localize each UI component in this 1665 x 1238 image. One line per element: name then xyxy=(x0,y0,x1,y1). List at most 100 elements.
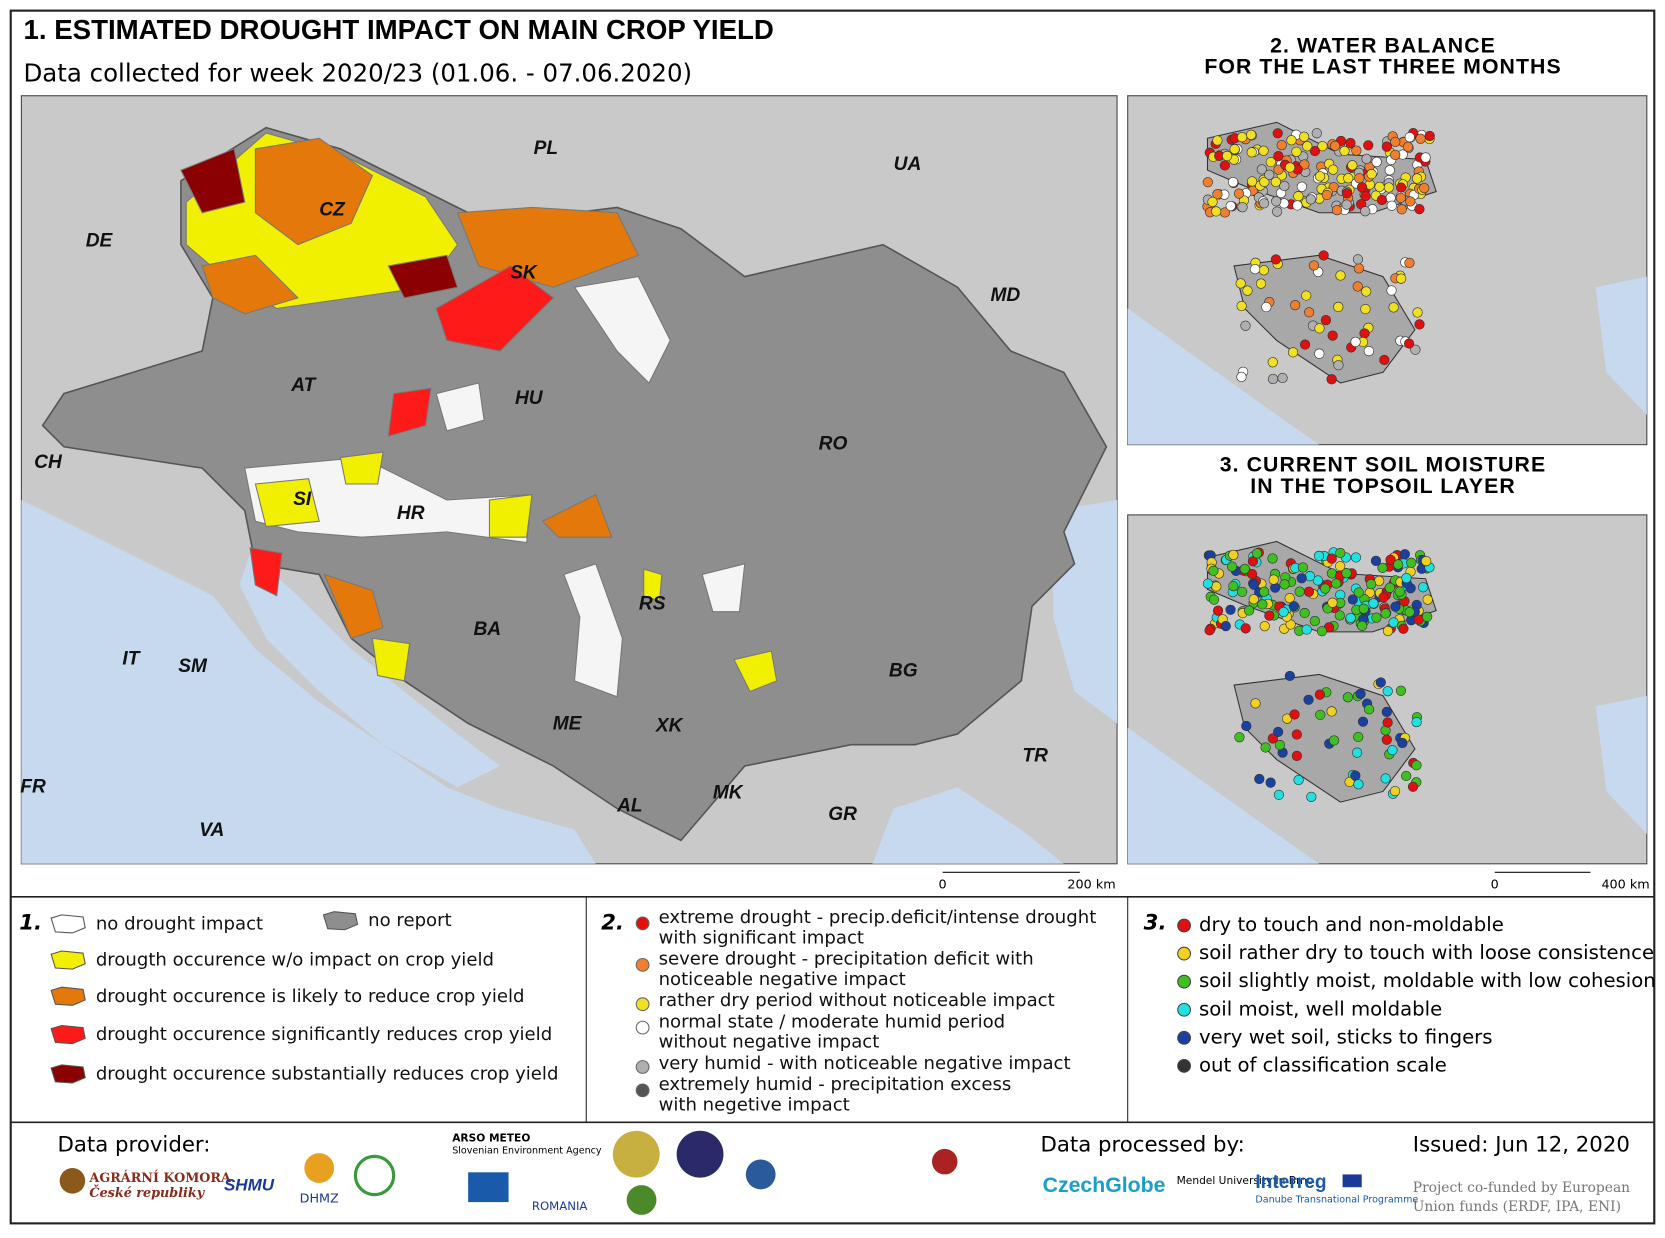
station-dot xyxy=(1376,194,1388,206)
station-dot xyxy=(1378,592,1389,603)
legend-text: drougth occurence w/o impact on crop yie… xyxy=(96,950,494,971)
region-yellow xyxy=(254,478,320,528)
legend-text: no drought impact xyxy=(96,913,263,934)
station-dot xyxy=(1353,587,1364,598)
station-dot xyxy=(1246,176,1258,187)
station-dot xyxy=(1237,202,1248,213)
station-dot xyxy=(1254,773,1265,785)
station-dot xyxy=(1271,196,1282,207)
country-label: BA xyxy=(473,619,501,640)
station-dot xyxy=(1212,189,1223,200)
aegean xyxy=(872,787,1064,864)
station-dot xyxy=(1411,716,1422,728)
country-label: FR xyxy=(20,776,46,797)
map-title: 2. WATER BALANCE xyxy=(1270,33,1496,57)
study-area xyxy=(41,126,1108,842)
country-label: AL xyxy=(616,795,643,816)
region-yellow xyxy=(371,637,411,682)
station-dot xyxy=(1406,557,1417,568)
station-dot xyxy=(1241,720,1252,732)
station-dot xyxy=(1360,206,1371,217)
map-title: IN THE TOPSOIL LAYER xyxy=(1250,474,1516,498)
region-darkred xyxy=(180,148,246,214)
legend-swatch xyxy=(50,1064,86,1084)
station-dot xyxy=(1291,146,1302,157)
station-dot xyxy=(1314,323,1325,334)
station-dot xyxy=(1341,568,1352,579)
station-dot xyxy=(1335,561,1346,572)
station-dot xyxy=(1317,141,1328,152)
station-dot xyxy=(1228,580,1239,592)
legend-number: 2. xyxy=(601,910,624,935)
legend-text: drought occurence is likely to reduce cr… xyxy=(96,986,525,1007)
station-dot xyxy=(1404,132,1415,143)
station-dot xyxy=(1347,594,1358,605)
station-dot xyxy=(1259,586,1270,597)
station-dot xyxy=(1381,706,1392,717)
station-dot xyxy=(1222,150,1233,162)
station-dot xyxy=(1382,625,1394,637)
station-dot xyxy=(1219,160,1230,171)
station-dot xyxy=(1404,257,1415,268)
legend-text: drought occurence significantly reduces … xyxy=(96,1024,552,1045)
station-dot xyxy=(1290,300,1301,311)
station-dot xyxy=(1390,149,1401,160)
station-dot xyxy=(1299,607,1310,619)
station-dot xyxy=(1420,152,1431,163)
station-dot xyxy=(1314,171,1326,182)
country-label: XK xyxy=(655,716,684,737)
legend-swatch xyxy=(50,1024,86,1045)
station-dot xyxy=(1251,548,1263,559)
station-dot xyxy=(1259,176,1270,188)
station-dot xyxy=(1291,750,1302,761)
station-dot xyxy=(1361,286,1372,297)
station-dot xyxy=(1377,562,1388,574)
station-dot xyxy=(1272,206,1283,217)
station-dot xyxy=(1328,735,1340,746)
country-label: TR xyxy=(1022,745,1048,766)
station-dot xyxy=(1256,164,1267,175)
legend-swatch xyxy=(322,911,359,931)
station-dot xyxy=(1248,579,1260,590)
station-dot xyxy=(1311,128,1322,139)
station-dot xyxy=(1358,603,1369,614)
region-white xyxy=(563,563,623,698)
station-dot xyxy=(1320,583,1331,594)
legend-text: with significant impact xyxy=(659,927,864,948)
station-dot xyxy=(1260,742,1271,753)
station-dot xyxy=(1326,706,1337,717)
station-dot xyxy=(1212,135,1223,146)
station-dot xyxy=(1331,205,1343,216)
station-dot xyxy=(1291,729,1302,740)
station-dot xyxy=(1265,777,1276,788)
station-dot xyxy=(1296,181,1308,192)
station-dot xyxy=(1414,204,1425,215)
station-dot xyxy=(1335,547,1346,559)
station-dot xyxy=(1385,554,1396,565)
scale-label: 0 xyxy=(939,878,947,893)
station-dot xyxy=(1212,605,1224,616)
legend-dot xyxy=(635,957,650,972)
legend-text: drought occurence substantially reduces … xyxy=(96,1063,559,1084)
station-dot xyxy=(1284,670,1295,682)
region-yellow xyxy=(339,451,384,485)
station-dot xyxy=(1272,128,1283,139)
station-dot xyxy=(1394,586,1405,597)
station-dot xyxy=(1227,177,1239,188)
station-dot xyxy=(1327,597,1338,608)
station-dot xyxy=(1397,737,1408,749)
station-dot xyxy=(1309,145,1321,157)
region-yellow xyxy=(488,494,533,538)
logo-text: Interreg xyxy=(1255,1172,1326,1193)
station-dot xyxy=(1233,188,1245,199)
station-dot xyxy=(1258,265,1269,276)
station-dot xyxy=(1355,688,1366,700)
station-dot xyxy=(1396,273,1407,284)
station-dot xyxy=(1405,196,1416,207)
station-dot xyxy=(1371,156,1382,167)
legend-text: noticeable negative impact xyxy=(659,969,906,990)
station-dot xyxy=(1366,168,1377,180)
station-dot xyxy=(1382,717,1393,728)
country-label: GR xyxy=(828,804,857,825)
